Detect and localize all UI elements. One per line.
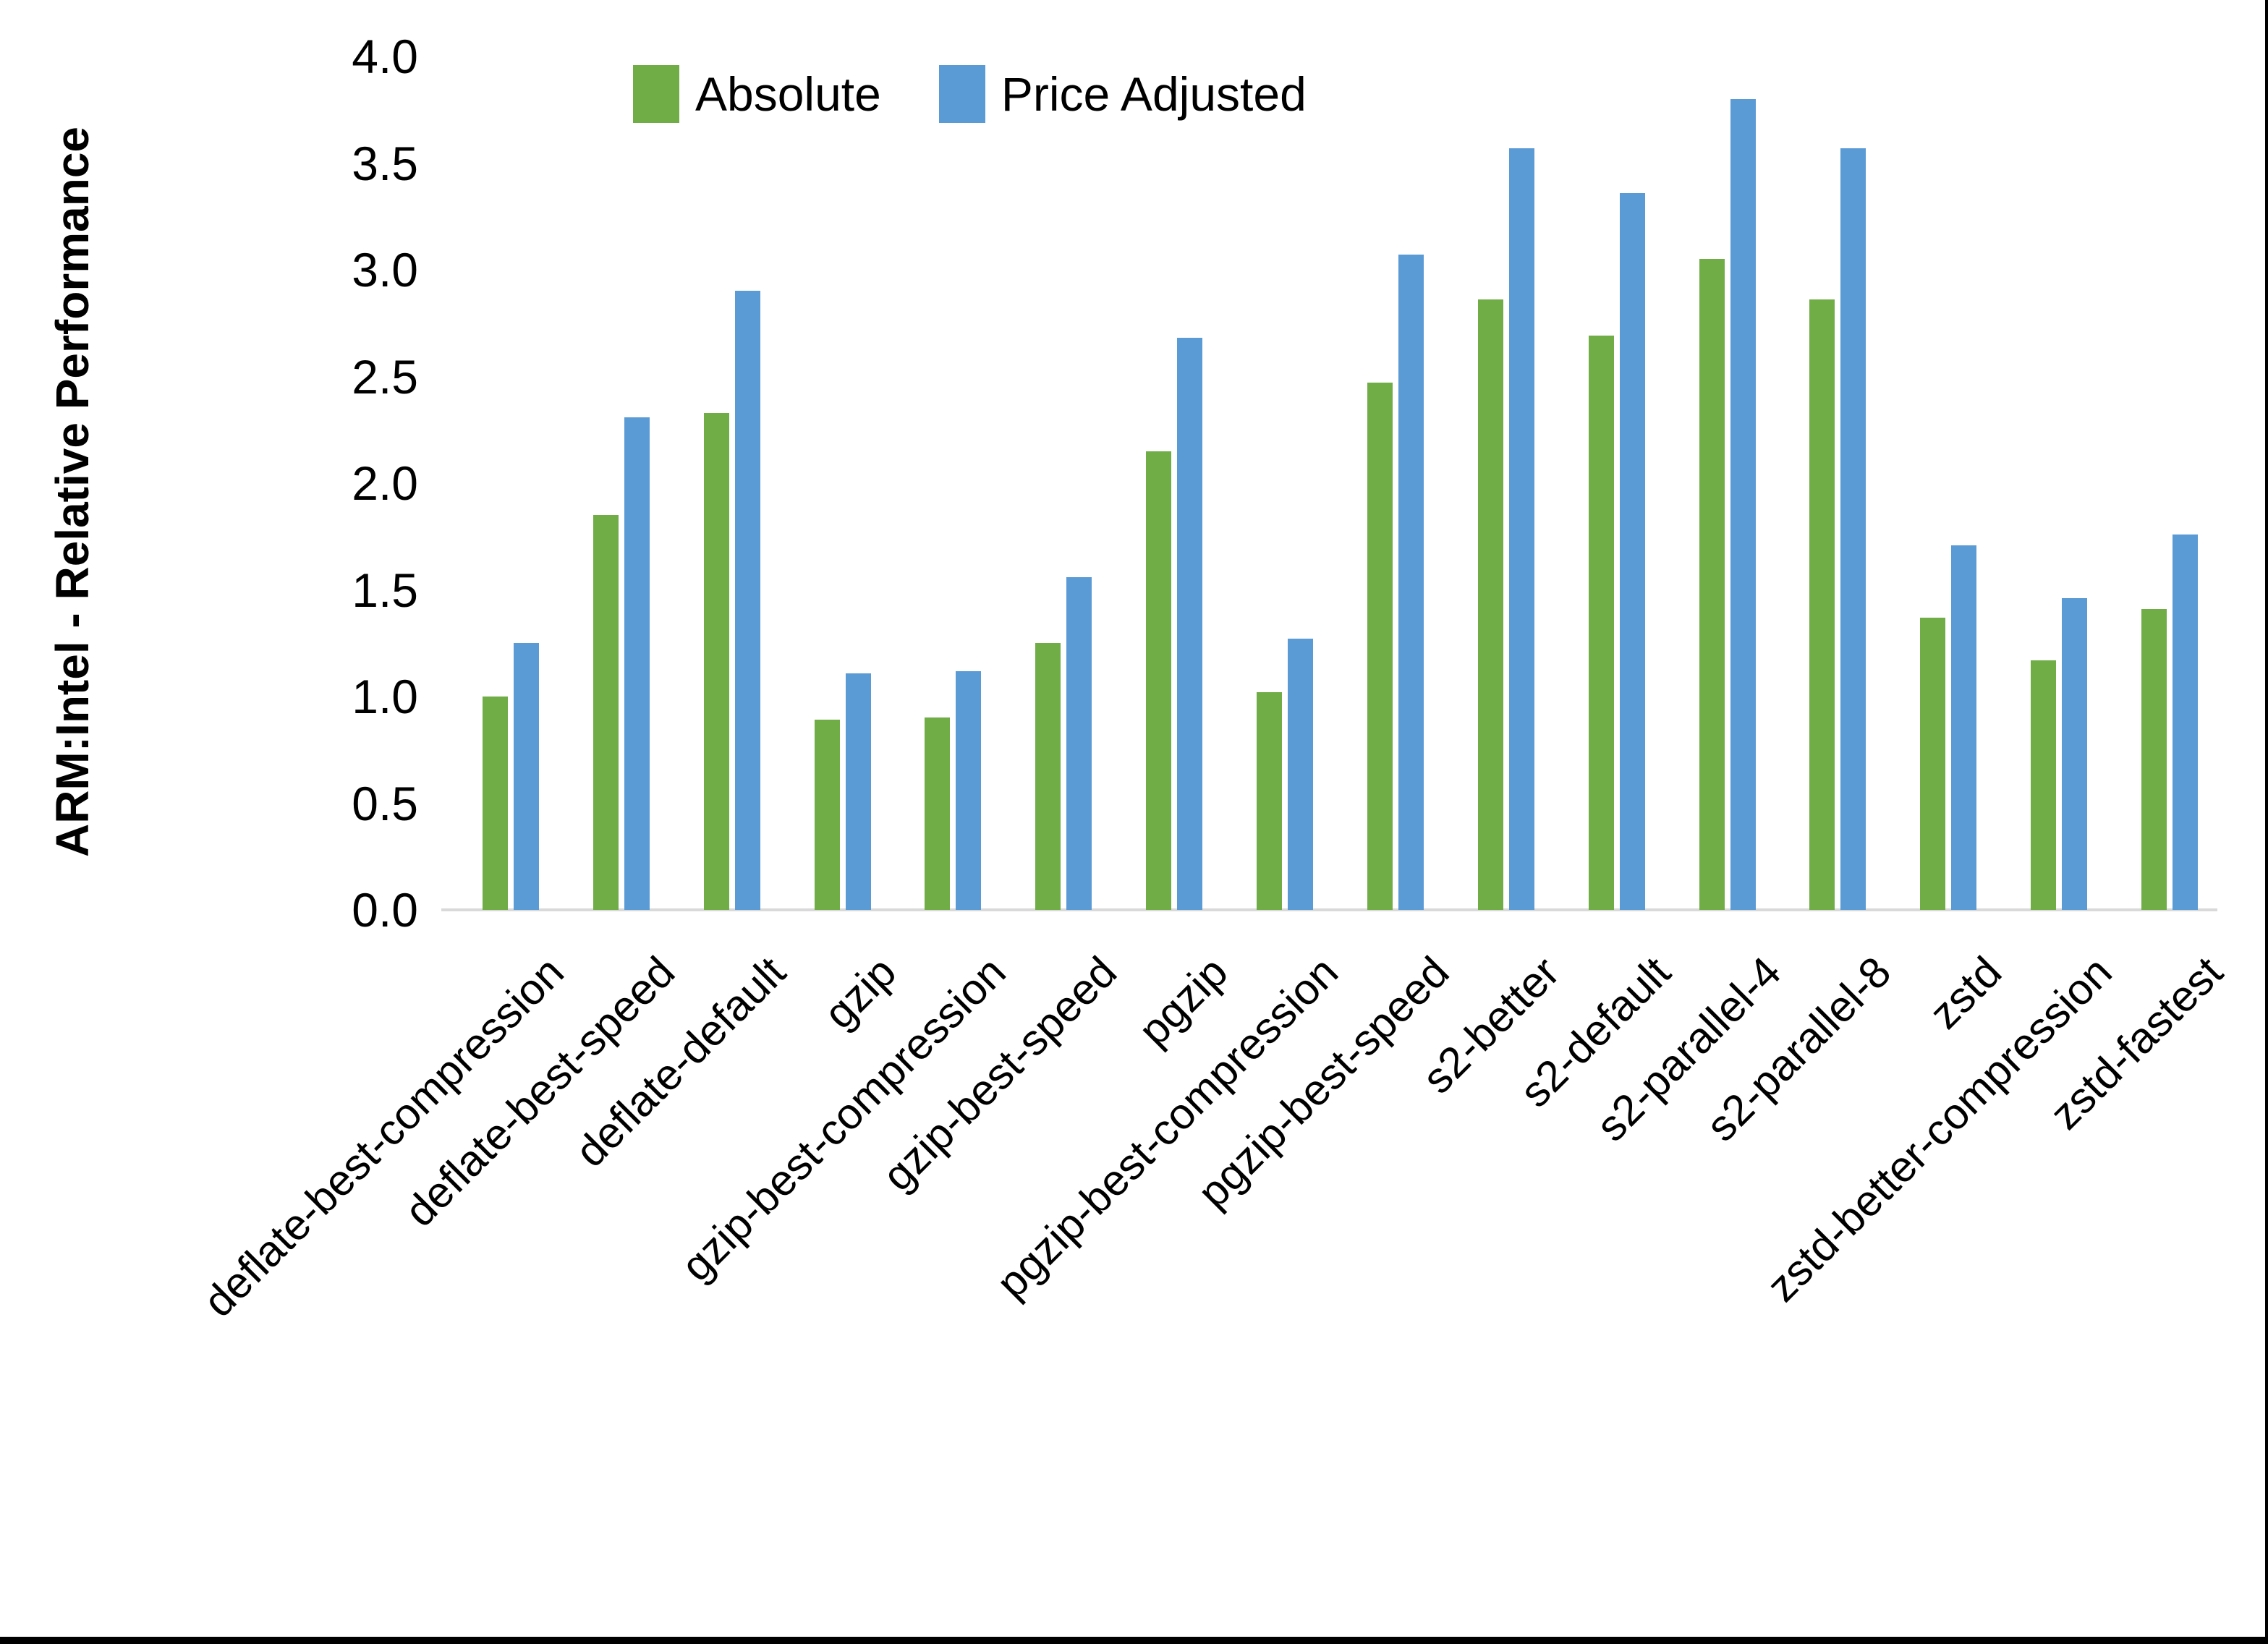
bar-gzip-absolute <box>815 720 840 910</box>
bar-deflate-default-price-adjusted <box>735 291 760 910</box>
y-tick-label-4.0: 4.0 <box>352 30 418 83</box>
bar-pgzip-best-speed-price-adjusted <box>1398 255 1424 910</box>
y-tick-label-0.5: 0.5 <box>352 776 418 830</box>
y-tick-label-2.5: 2.5 <box>352 349 418 404</box>
bar-gzip-best-compression-absolute <box>925 717 950 910</box>
bar-gzip-best-speed-price-adjusted <box>1066 577 1092 910</box>
legend-item-price-adjusted: Price Adjusted <box>938 65 1307 123</box>
bar-zstd-fastest-absolute <box>2141 609 2167 910</box>
bar-s2-parallel-4-price-adjusted <box>1730 99 1756 910</box>
y-tick-label-0.0: 0.0 <box>352 883 418 937</box>
x-axis-line <box>441 908 2217 911</box>
bar-s2-better-price-adjusted <box>1509 148 1534 910</box>
bar-pgzip-price-adjusted <box>1177 338 1202 910</box>
bar-zstd-price-adjusted <box>1951 545 1976 910</box>
bar-s2-parallel-8-absolute <box>1809 299 1835 910</box>
bar-gzip-best-compression-price-adjusted <box>956 671 981 910</box>
bar-gzip-best-speed-absolute <box>1035 643 1061 910</box>
y-tick-label-3.5: 3.5 <box>352 136 418 190</box>
bar-zstd-fastest-price-adjusted <box>2173 534 2198 910</box>
bar-s2-parallel-4-absolute <box>1699 259 1725 910</box>
bar-pgzip-best-speed-absolute <box>1367 383 1393 910</box>
x-axis-label-gzip: gzip <box>815 947 906 1039</box>
bar-deflate-best-compression-price-adjusted <box>514 643 539 910</box>
legend-swatch-price-adjusted-icon <box>938 65 985 123</box>
bar-pgzip-absolute <box>1146 451 1171 910</box>
bar-zstd-better-compression-price-adjusted <box>2062 598 2087 910</box>
y-tick-label-3.0: 3.0 <box>352 243 418 297</box>
x-axis-label-pgzip: pgzip <box>1129 947 1237 1055</box>
bar-pgzip-best-compression-absolute <box>1257 692 1282 910</box>
legend-item-absolute: Absolute <box>633 65 881 123</box>
y-tick-label-1.0: 1.0 <box>352 670 418 723</box>
bar-zstd-absolute <box>1920 618 1945 910</box>
bar-deflate-best-speed-absolute <box>593 515 619 910</box>
legend-label-price-adjusted: Price Adjusted <box>1001 67 1307 121</box>
x-axis-label-zstd: zstd <box>1920 947 2011 1039</box>
bar-s2-better-absolute <box>1478 299 1503 910</box>
bar-deflate-default-absolute <box>704 413 729 910</box>
bar-deflate-best-speed-price-adjusted <box>624 417 650 910</box>
y-axis-title: ARM:Intel - Relative Performance <box>46 126 98 858</box>
bar-zstd-better-compression-absolute <box>2031 660 2056 910</box>
legend-swatch-absolute-icon <box>633 65 679 123</box>
legend: Absolute Price Adjusted <box>633 65 1307 123</box>
bar-deflate-best-compression-absolute <box>483 697 508 910</box>
bar-pgzip-best-compression-price-adjusted <box>1288 639 1313 910</box>
bar-s2-default-price-adjusted <box>1620 193 1645 910</box>
legend-label-absolute: Absolute <box>695 67 881 121</box>
bar-s2-parallel-8-price-adjusted <box>1840 148 1866 910</box>
bar-s2-default-absolute <box>1589 336 1614 910</box>
y-tick-label-2.0: 2.0 <box>352 456 418 510</box>
y-tick-label-1.5: 1.5 <box>352 563 418 617</box>
bar-gzip-price-adjusted <box>846 673 871 910</box>
